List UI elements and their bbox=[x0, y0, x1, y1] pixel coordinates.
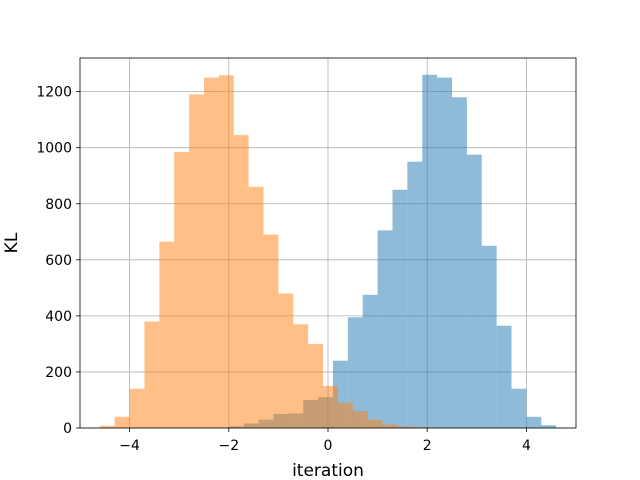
histogram-bar bbox=[293, 324, 309, 428]
histogram-bar bbox=[308, 343, 324, 428]
histogram-bar bbox=[263, 234, 279, 428]
histogram-bars bbox=[99, 74, 557, 429]
histogram-bar bbox=[367, 419, 383, 428]
histogram-bar bbox=[412, 427, 428, 428]
histogram-bar bbox=[174, 151, 190, 428]
histogram-bar bbox=[144, 321, 160, 428]
y-tick-label: 1200 bbox=[36, 85, 72, 101]
histogram-bar bbox=[189, 94, 204, 428]
histogram-bar bbox=[278, 293, 294, 428]
x-tick-label: −4 bbox=[119, 438, 140, 454]
histogram-bar bbox=[233, 135, 249, 429]
histogram-bar bbox=[218, 75, 234, 428]
y-tick-label: 600 bbox=[45, 253, 72, 269]
histogram-bar bbox=[159, 241, 175, 428]
histogram-bar bbox=[337, 402, 353, 428]
histogram-bar bbox=[397, 426, 413, 428]
histogram-bar bbox=[204, 77, 219, 428]
histogram-bar bbox=[452, 97, 467, 428]
histogram-bar bbox=[377, 230, 393, 428]
histogram-bar bbox=[323, 385, 338, 428]
histogram-bar bbox=[422, 74, 438, 429]
y-tick-label: 800 bbox=[45, 197, 72, 213]
x-tick-label: 0 bbox=[324, 438, 333, 454]
y-tick-label: 200 bbox=[45, 365, 72, 381]
histogram-bar bbox=[392, 189, 408, 428]
y-tick-label: 1000 bbox=[36, 141, 72, 157]
histogram-bar bbox=[352, 411, 368, 428]
histogram-bar bbox=[129, 388, 145, 428]
y-axis-label: KL bbox=[2, 232, 22, 253]
histogram-bar bbox=[526, 416, 542, 428]
y-axis-ticks: 0 200 400 600 800 1000 1200 bbox=[36, 85, 80, 437]
x-tick-label: 4 bbox=[522, 438, 531, 454]
histogram-bar bbox=[437, 77, 452, 428]
y-tick-label: 0 bbox=[63, 421, 72, 437]
histogram-bar bbox=[466, 154, 482, 429]
histogram-bar bbox=[99, 425, 115, 428]
x-tick-label: 2 bbox=[423, 438, 432, 454]
x-axis-label: iteration bbox=[292, 461, 364, 480]
y-tick-label: 400 bbox=[45, 309, 72, 325]
histogram-bar bbox=[511, 388, 527, 428]
histogram-bar bbox=[407, 161, 423, 428]
histogram-bar bbox=[114, 416, 130, 428]
histogram-bar bbox=[496, 325, 512, 428]
x-tick-label: −2 bbox=[218, 438, 239, 454]
histogram-bar bbox=[382, 424, 398, 428]
histogram-bar bbox=[362, 294, 378, 428]
histogram-bar bbox=[481, 245, 497, 428]
histogram-bar bbox=[347, 317, 363, 428]
histogram-bar bbox=[541, 425, 557, 428]
x-axis-ticks: −4 −2 0 2 4 bbox=[119, 428, 531, 454]
histogram-bar bbox=[248, 186, 264, 428]
